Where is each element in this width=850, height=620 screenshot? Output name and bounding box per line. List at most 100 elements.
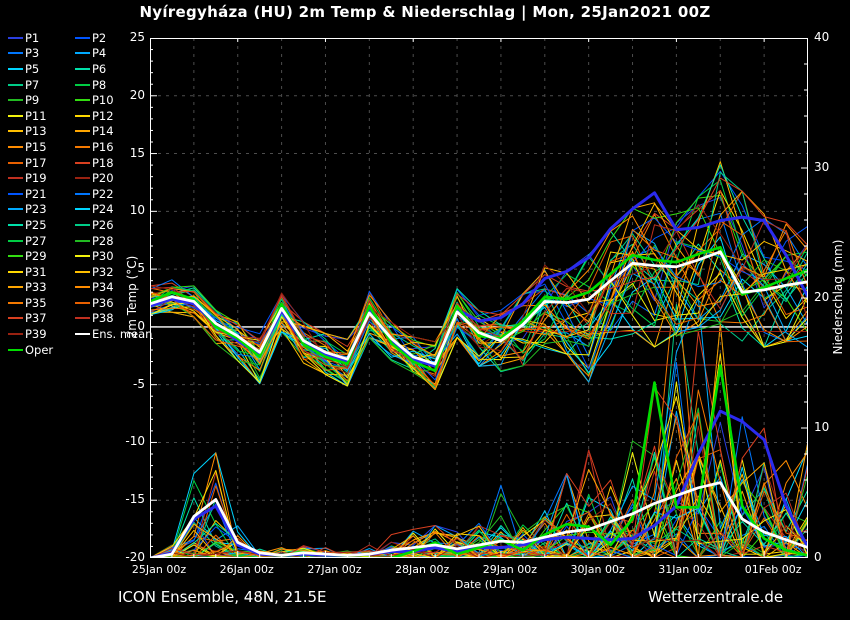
legend-color-swatch <box>8 192 23 195</box>
legend-item-label: P15 <box>25 139 47 154</box>
left-tick-label: -15 <box>125 492 145 507</box>
legend-item-P30: P30 <box>75 248 152 264</box>
legend-item-P37: P37 <box>8 311 53 327</box>
right-tick-label: 40 <box>814 30 830 44</box>
right-tick-label: 20 <box>814 290 830 304</box>
legend-color-swatch <box>8 114 23 117</box>
legend-item-P12: P12 <box>75 108 152 124</box>
legend-item-P7: P7 <box>8 77 53 93</box>
legend-item-P9: P9 <box>8 92 53 108</box>
legend-color-swatch <box>8 99 23 102</box>
legend-color-swatch <box>8 270 23 273</box>
legend-color-swatch <box>8 333 23 336</box>
date-tick-label: 27Jan 00z <box>307 563 362 576</box>
legend-item-label: P36 <box>92 295 114 310</box>
member-precip-line-P32 <box>150 473 808 558</box>
legend-item-label: P25 <box>25 217 47 232</box>
legend-item-P35: P35 <box>8 295 53 311</box>
legend-item-label: P13 <box>25 124 47 139</box>
legend-item-label: P20 <box>92 171 114 186</box>
legend-color-swatch <box>8 83 23 86</box>
legend-color-swatch <box>8 177 23 180</box>
legend-item-label: P7 <box>25 77 40 92</box>
legend-item-label: P39 <box>25 327 47 342</box>
date-tick-label: 28Jan 00z <box>395 563 450 576</box>
legend-item-label: P30 <box>92 249 114 264</box>
legend-color-swatch <box>75 52 90 55</box>
legend-item-P31: P31 <box>8 264 53 280</box>
legend-color-swatch <box>75 192 90 195</box>
legend-item-ens-mean: Ens. mean <box>75 326 152 342</box>
legend-item-P27: P27 <box>8 233 53 249</box>
legend-item-P22: P22 <box>75 186 152 202</box>
right-tick-label: 30 <box>814 160 830 174</box>
legend-color-swatch <box>75 333 90 336</box>
legend-item-label: P17 <box>25 155 47 170</box>
legend-color-swatch <box>75 145 90 148</box>
legend-item-label: P3 <box>25 46 40 61</box>
legend-item-label: P38 <box>92 311 114 326</box>
meteogram-canvas <box>150 38 808 558</box>
legend-item-label: P4 <box>92 46 107 61</box>
legend-item-P36: P36 <box>75 295 152 311</box>
legend-column-odd: P1 P3 P5 P7 P9 P11 P13 P15 P17 P19 P21 P23 P25 P27 P29… <box>8 30 53 357</box>
legend-item-label: P22 <box>92 186 114 201</box>
legend-item-P29: P29 <box>8 248 53 264</box>
legend-color-swatch <box>75 83 90 86</box>
legend-item-P28: P28 <box>75 233 152 249</box>
left-tick-label: 25 <box>129 30 145 44</box>
legend-item-P25: P25 <box>8 217 53 233</box>
member-temp-line-P37 <box>150 177 808 370</box>
legend-item-P21: P21 <box>8 186 53 202</box>
legend-item-label: P11 <box>25 108 47 123</box>
member-precip-line-P25 <box>150 451 808 558</box>
legend-item-label: Oper <box>25 342 54 357</box>
legend-item-label: P19 <box>25 171 47 186</box>
legend-color-swatch <box>8 223 23 226</box>
legend-item-P16: P16 <box>75 139 152 155</box>
legend-item-label: P14 <box>92 124 114 139</box>
legend-color-swatch <box>75 36 90 39</box>
legend-color-swatch <box>75 317 90 320</box>
legend-color-swatch <box>8 36 23 39</box>
legend-item-label: P37 <box>25 311 47 326</box>
date-tick-label: 29Jan 00z <box>482 563 538 576</box>
left-tick-label: -20 <box>125 550 145 564</box>
ens-mean-temp-line <box>150 250 808 366</box>
date-tick-label: 31Jan 00z <box>658 563 713 576</box>
x-axis-title: Date (UTC) <box>454 578 516 591</box>
right-tick-label: 10 <box>814 420 830 434</box>
date-tick-label: 25Jan 00z <box>131 563 187 576</box>
member-temp-line-P34 <box>150 215 808 364</box>
legend-item-label: P23 <box>25 202 47 217</box>
legend-item-label: P26 <box>92 217 114 232</box>
legend-item-label: P18 <box>92 155 114 170</box>
date-tick-label: 30Jan 00z <box>570 563 625 576</box>
left-tick-label: 15 <box>129 145 145 160</box>
legend-item-P32: P32 <box>75 264 152 280</box>
legend-color-swatch <box>75 99 90 102</box>
left-tick-label: 20 <box>129 87 145 102</box>
legend-color-swatch <box>75 161 90 164</box>
legend-item-label: P9 <box>25 93 40 108</box>
legend-item-label: P32 <box>92 264 114 279</box>
member-temp-line-P32 <box>150 203 808 364</box>
chart-title: Nyíregyháza (HU) 2m Temp & Niederschlag … <box>139 3 711 21</box>
legend-item-P2: P2 <box>75 30 152 46</box>
legend-item-label: P34 <box>92 280 114 295</box>
legend-item-P34: P34 <box>75 280 152 296</box>
legend-color-swatch <box>75 270 90 273</box>
date-tick-label: 01Feb 00z <box>744 563 802 576</box>
legend-item-label: P1 <box>25 30 40 45</box>
legend-color-swatch <box>8 301 23 304</box>
legend-color-swatch <box>75 239 90 242</box>
legend-item-label: P28 <box>92 233 114 248</box>
legend-item-P4: P4 <box>75 46 152 62</box>
legend-item-label: P29 <box>25 249 47 264</box>
legend-item-label: P35 <box>25 295 47 310</box>
ens-mean-precip-line <box>150 481 808 558</box>
left-tick-label: -5 <box>133 376 145 391</box>
legend-color-swatch <box>8 161 23 164</box>
legend-item-P24: P24 <box>75 202 152 218</box>
legend-color-swatch <box>8 208 23 211</box>
